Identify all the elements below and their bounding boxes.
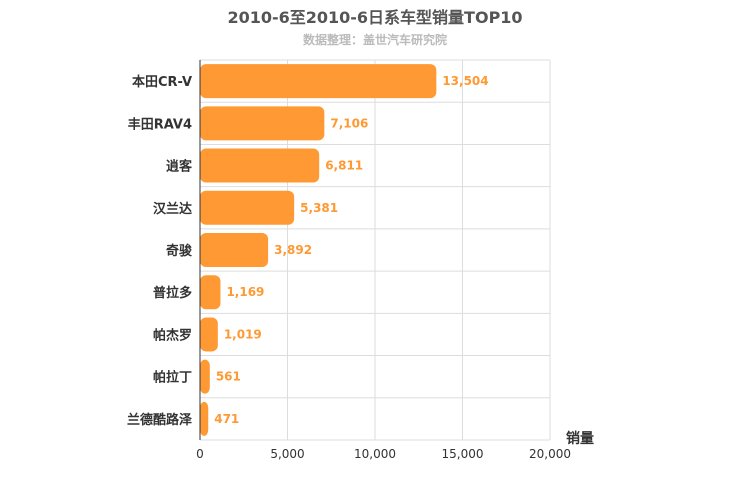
x-axis-title: 销量	[566, 430, 594, 447]
category-label: 兰德酷路泽	[127, 412, 193, 428]
x-tick-label: 5,000	[270, 447, 304, 461]
bar-value-label: 13,504	[442, 74, 488, 88]
category-label: 帕拉丁	[153, 370, 192, 386]
category-label: 逍客	[166, 159, 193, 175]
bar-value-label: 6,811	[325, 159, 363, 173]
bar	[200, 317, 218, 352]
bar-value-label: 1,169	[226, 285, 264, 299]
x-tick-label: 0	[196, 447, 204, 461]
bar-value-label: 3,892	[274, 243, 312, 257]
labels: 0 5,000 10,000 15,000 20,000 13,504 本田CR-V 7,10…	[127, 74, 571, 461]
bar	[200, 64, 437, 99]
bar	[200, 190, 295, 225]
category-label: 普拉多	[153, 285, 192, 301]
category-label: 奇骏	[166, 243, 193, 259]
chart-title: 2010-6至2010-6日系车型销量TOP10	[227, 8, 523, 27]
bar	[200, 275, 221, 310]
bar-value-label: 7,106	[330, 116, 368, 130]
grid	[200, 59, 551, 441]
bar	[200, 359, 210, 394]
category-label: 丰田RAV4	[128, 116, 192, 132]
bar	[200, 233, 269, 267]
bar	[200, 148, 320, 183]
category-label: 本田CR-V	[132, 74, 192, 90]
x-tick-label: 20,000	[529, 447, 571, 461]
bars	[200, 64, 437, 436]
bar	[200, 401, 209, 436]
x-tick-label: 15,000	[442, 447, 484, 461]
bar-value-label: 5,381	[300, 201, 338, 215]
bar-value-label: 471	[214, 412, 239, 426]
category-label: 帕杰罗	[153, 327, 192, 343]
bar-value-label: 561	[216, 370, 241, 384]
bar	[200, 106, 325, 141]
x-tick-label: 10,000	[354, 447, 396, 461]
chart-subtitle: 数据整理：盖世汽车研究院	[302, 33, 447, 47]
bar-value-label: 1,019	[224, 327, 262, 341]
category-label: 汉兰达	[153, 201, 192, 217]
